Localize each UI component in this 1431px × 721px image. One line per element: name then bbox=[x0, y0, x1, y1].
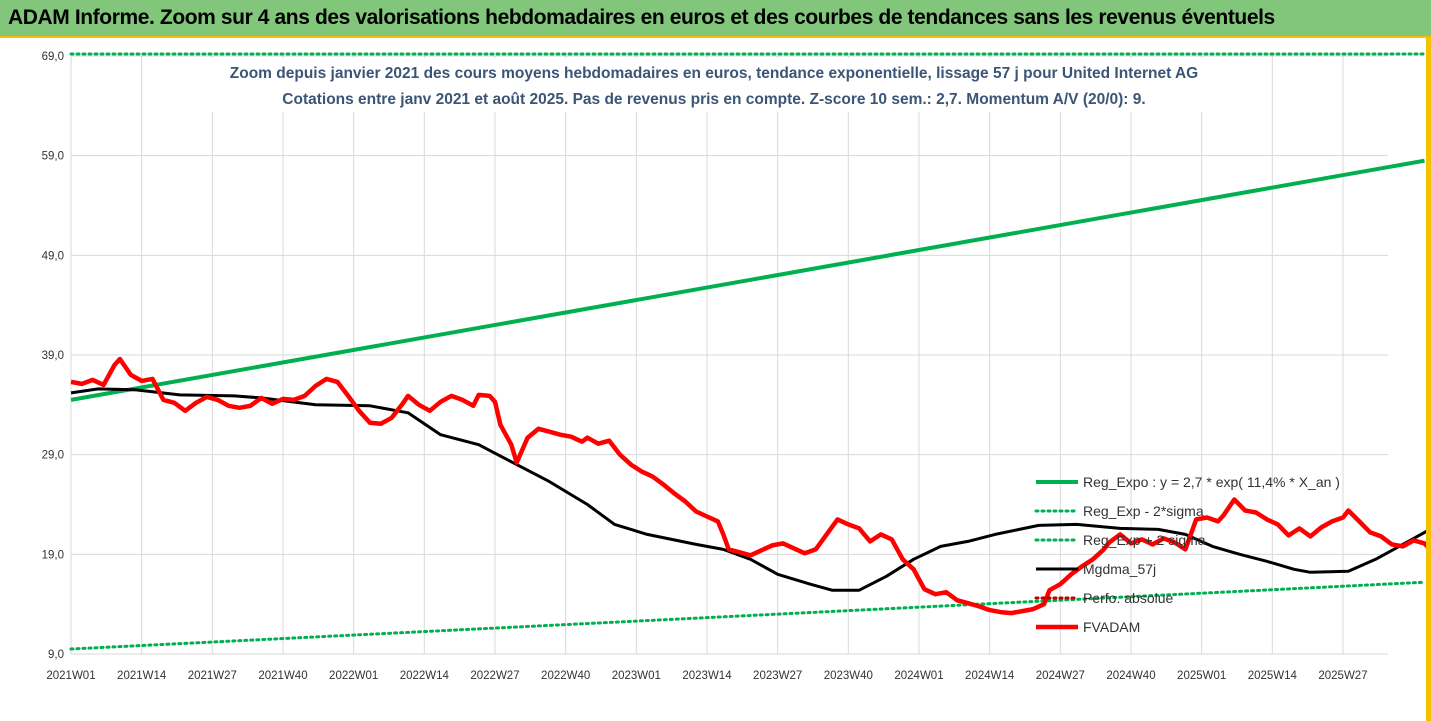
x-tick-label: 2025W27 bbox=[1318, 670, 1367, 682]
x-tick-label: 2023W01 bbox=[612, 670, 661, 682]
legend-label: Mgdma_57j bbox=[1083, 561, 1156, 577]
x-tick-label: 2022W27 bbox=[470, 670, 519, 682]
x-tick-label: 2021W14 bbox=[117, 670, 167, 682]
x-tick-label: 2022W40 bbox=[541, 670, 590, 682]
x-tick-label: 2024W27 bbox=[1036, 670, 1085, 682]
y-tick-label: 9,0 bbox=[48, 649, 64, 661]
x-tick-label: 2025W14 bbox=[1248, 670, 1298, 682]
x-tick-label: 2021W27 bbox=[188, 670, 237, 682]
legend-label: Reg_Expo : y = 2,7 * exp( 11,4% * X_an ) bbox=[1083, 474, 1340, 490]
x-tick-label: 2023W40 bbox=[824, 670, 873, 682]
x-tick-label: 2021W40 bbox=[258, 670, 307, 682]
legend-label: Reg_Exp - 2*sigma bbox=[1083, 503, 1204, 519]
series-line-fvadam bbox=[70, 356, 1426, 616]
right-border-accent bbox=[1426, 38, 1431, 721]
report-header: ADAM Informe. Zoom sur 4 ans des valoris… bbox=[0, 0, 1431, 38]
x-tick-label: 2024W01 bbox=[894, 670, 943, 682]
y-tick-label: 59,0 bbox=[42, 151, 64, 163]
y-axis-labels: 9,0 19,0 29,0 39,0 49,0 59,0 69,0 bbox=[42, 51, 64, 661]
legend-label: Perfo. absolue bbox=[1083, 590, 1173, 606]
chart-series-lines bbox=[69, 52, 1426, 651]
y-tick-label: 29,0 bbox=[42, 450, 64, 462]
chart-grid bbox=[70, 55, 1388, 655]
x-tick-label: 2023W14 bbox=[682, 670, 732, 682]
legend-label: Reg_Exp + 2 sigma bbox=[1083, 532, 1206, 548]
y-tick-label: 69,0 bbox=[42, 51, 64, 63]
y-tick-label: 49,0 bbox=[42, 250, 64, 262]
x-tick-label: 2025W01 bbox=[1177, 670, 1226, 682]
x-axis-labels: 2021W01 2021W14 2021W27 2021W40 2022W01 2022W… bbox=[46, 670, 1367, 682]
series-line-reg-expo-y-2-7-exp-11-4-x-an bbox=[70, 158, 1425, 402]
y-tick-label: 19,0 bbox=[42, 549, 64, 561]
legend-label: FVADAM bbox=[1083, 619, 1140, 635]
x-tick-label: 2022W14 bbox=[400, 670, 450, 682]
series-line-mgdma-57j bbox=[70, 387, 1426, 592]
x-tick-label: 2024W40 bbox=[1106, 670, 1155, 682]
x-tick-label: 2023W27 bbox=[753, 670, 802, 682]
y-tick-label: 39,0 bbox=[42, 350, 64, 362]
chart-title: Zoom depuis janvier 2021 des cours moyen… bbox=[230, 65, 1198, 82]
report-title: ADAM Informe. Zoom sur 4 ans des valoris… bbox=[8, 6, 1275, 29]
series-line-reg-exp-2-sigma bbox=[69, 580, 1426, 651]
chart-subtitle: Cotations entre janv 2021 et août 2025. … bbox=[282, 91, 1145, 108]
chart-area: 9,019,029,039,049,059,069,0 2021W01 2021W… bbox=[42, 51, 1426, 682]
x-tick-label: 2022W01 bbox=[329, 670, 378, 682]
chart-titles: Zoom depuis janvier 2021 des cours moyen… bbox=[200, 58, 1220, 112]
chart-legend: Reg_Expo : y = 2,7 * exp( 11,4% * X_an )… bbox=[1034, 474, 1340, 635]
x-tick-label: 2024W14 bbox=[965, 670, 1015, 682]
x-tick-label: 2021W01 bbox=[46, 670, 95, 682]
